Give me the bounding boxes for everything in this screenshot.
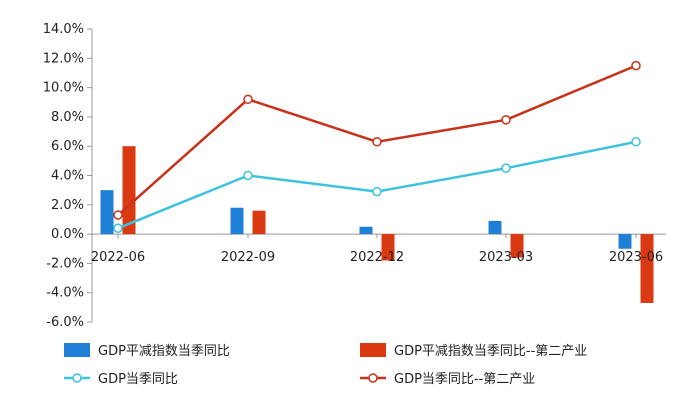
legend-label: GDP平减指数当季同比: [98, 344, 230, 359]
bar-deflator-secondary-2023-06: [640, 234, 654, 303]
bar-deflator-secondary-2023-03: [510, 234, 524, 258]
bar-deflator-2023-06: [618, 234, 632, 249]
legend-swatch-marker: [368, 373, 378, 383]
x-tick-label: 2022-09: [221, 250, 275, 265]
y-tick-label: -4.0%: [46, 286, 84, 301]
point-gdp-yoy-secondary-2023-06: [631, 60, 641, 71]
point-gdp-yoy-secondary-2022-06: [113, 210, 123, 220]
x-tick-labels: 2022-06 2022-09 2022-12 2023-03 2023-06: [91, 250, 663, 265]
legend-swatch-marker: [72, 373, 82, 383]
point-gdp-yoy-secondary-2022-09: [243, 94, 253, 105]
point-gdp-yoy-secondary-2022-12: [372, 137, 382, 147]
point-gdp-yoy-2023-03: [501, 163, 511, 173]
y-tick-label: 14.0%: [43, 22, 84, 37]
line-gdp-yoy: [117, 140, 637, 230]
bar-deflator-secondary-2022-06: [122, 146, 136, 235]
legend: GDP平减指数当季同比 GDP平减指数当季同比--第二产业 GDP当季同比 GDP当季…: [64, 343, 587, 387]
y-tick-label: 8.0%: [51, 110, 84, 125]
point-gdp-yoy-2022-09: [243, 170, 253, 181]
y-tick-label: -2.0%: [46, 256, 84, 271]
x-tick-label: 2022-06: [91, 250, 145, 265]
legend-swatch-bar: [360, 343, 386, 357]
bar-deflator-2022-06: [100, 190, 114, 235]
bar-deflator-2022-12: [359, 226, 373, 235]
y-tick-label: 2.0%: [51, 198, 84, 213]
y-tick-label: 6.0%: [51, 139, 84, 154]
legend-swatch-bar: [64, 343, 90, 357]
point-gdp-yoy-2022-06: [113, 223, 123, 233]
point-gdp-yoy-2023-06: [631, 137, 641, 147]
bar-deflator-2023-03: [488, 220, 502, 235]
x-tick-label: 2023-06: [609, 250, 663, 265]
point-gdp-yoy-2022-12: [372, 186, 382, 197]
point-gdp-yoy-secondary-2023-03: [501, 115, 511, 125]
y-tick-label: 12.0%: [43, 51, 84, 66]
x-tick-label: 2022-12: [350, 250, 404, 265]
bar-deflator-2022-09: [230, 207, 244, 235]
legend-label: GDP当季同比: [98, 372, 178, 387]
x-axis: [92, 233, 666, 239]
y-axis: 14.0% 12.0% 10.0% 8.0% 6.0% 4.0% 2.0% 0.0% -2.0%…: [43, 22, 93, 330]
bar-marks: [100, 146, 654, 303]
legend-label: GDP当季同比--第二产业: [394, 372, 535, 387]
bar-deflator-secondary-2022-09: [252, 210, 266, 235]
bar-deflator-secondary-2022-12: [381, 234, 395, 261]
line-marks: [113, 60, 641, 233]
x-tick-label: 2023-03: [479, 250, 533, 265]
y-tick-label: 4.0%: [51, 169, 84, 184]
y-tick-label: 10.0%: [43, 81, 84, 96]
legend-label: GDP平减指数当季同比--第二产业: [394, 344, 587, 359]
y-tick-label: -6.0%: [46, 315, 84, 330]
y-tick-label: 0.0%: [51, 227, 84, 242]
